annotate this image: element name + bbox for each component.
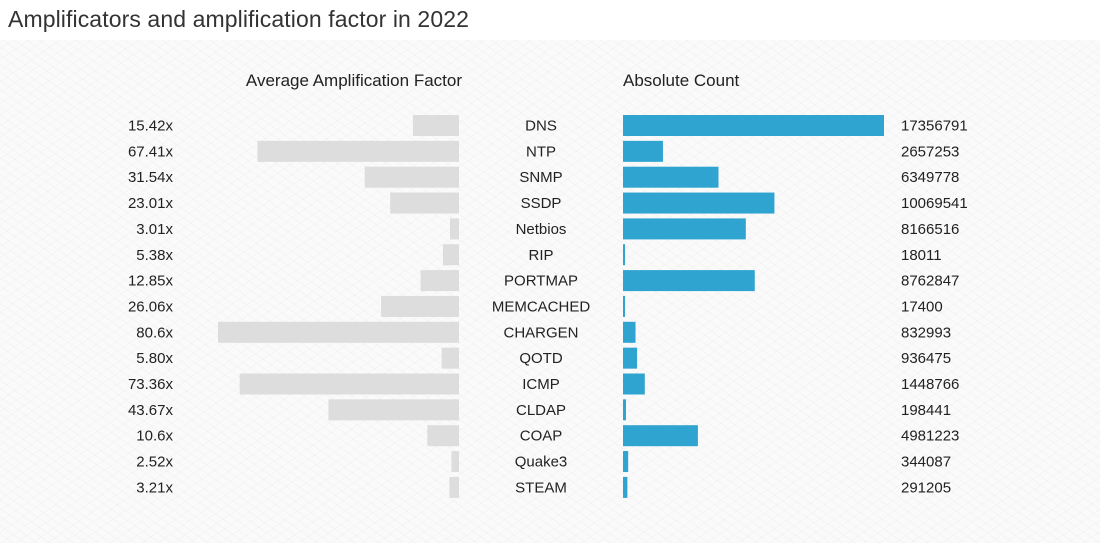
amplification-factor-bar [449,476,459,498]
absolute-count-bar [623,347,638,369]
absolute-count-bar [623,476,628,498]
absolute-count-label: 8166516 [901,221,959,238]
protocol-label: DNS [525,118,557,135]
amplification-factor-label: 2.52x [136,454,173,471]
absolute-count-label: 1448766 [901,376,959,393]
protocol-label: COAP [520,428,563,445]
absolute-count-bar [623,425,698,447]
absolute-count-label: 17356791 [901,118,968,135]
absolute-count-label: 18011 [901,247,942,264]
amplification-factor-bar [451,451,459,473]
protocol-label: Netbios [516,221,567,238]
amplification-factor-label: 23.01x [128,195,174,212]
chart-title: Amplificators and amplification factor i… [8,6,469,32]
absolute-count-bar [623,166,719,188]
protocol-label: SSDP [521,195,562,212]
absolute-count-bar [623,451,629,473]
absolute-count-bar [623,192,775,214]
amplification-factor-label: 5.80x [136,350,173,367]
absolute-count-bar [623,399,626,421]
amplification-factor-bar [390,192,459,214]
amplification-factor-bar [257,140,459,162]
amplification-factor-bar [218,321,459,343]
amplification-factor-bar [427,425,459,447]
absolute-count-label: 10069541 [901,195,968,212]
absolute-count-label: 291205 [901,479,951,496]
protocol-label: STEAM [515,479,567,496]
absolute-count-bar [623,218,746,240]
absolute-count-bar [623,140,663,162]
amplification-factor-label: 3.01x [136,221,173,238]
chart-rows: 15.42x DNS 17356791 67.41x NTP 2657253 31.54x S… [128,115,968,498]
amplification-factor-bar [412,115,459,136]
amplification-factor-label: 80.6x [136,324,173,341]
absolute-count-label: 198441 [901,402,951,419]
protocol-label: RIP [528,247,553,264]
absolute-count-bar [623,295,625,317]
absolute-count-label: 8762847 [901,273,959,290]
protocol-label: SNMP [519,169,562,186]
absolute-count-label: 6349778 [901,169,959,186]
absolute-count-bar [623,115,884,136]
amplification-factor-bar [441,347,459,369]
amplification-factor-bar [364,166,459,188]
absolute-count-label: 2657253 [901,143,959,160]
amplification-factor-label: 5.38x [136,247,173,264]
chart-background [0,40,1100,543]
absolute-count-bar [623,244,625,266]
absolute-count-label: 17400 [901,298,943,315]
amplification-factor-bar [442,244,459,266]
protocol-label: CLDAP [516,402,566,419]
protocol-label: QOTD [519,350,562,367]
amplification-factor-bar [381,295,459,317]
amplification-factor-bar [239,373,459,395]
protocol-label: ICMP [522,376,560,393]
amplification-factor-label: 15.42x [128,118,174,135]
absolute-count-label: 832993 [901,324,951,341]
absolute-count-bar [623,321,636,343]
absolute-count-label: 936475 [901,350,951,367]
header-average-amplification-factor: Average Amplification Factor [246,71,462,90]
amplification-factor-bar [449,218,459,240]
absolute-count-bar [623,270,755,292]
absolute-count-bar [623,373,645,395]
amplification-factor-label: 73.36x [128,376,174,393]
amplification-factor-label: 12.85x [128,273,174,290]
protocol-label: CHARGEN [503,324,578,341]
absolute-count-label: 344087 [901,454,951,471]
amplification-factor-label: 26.06x [128,298,174,315]
protocol-label: Quake3 [515,454,568,471]
amplification-factor-bar [328,399,459,421]
amplification-factor-label: 10.6x [136,428,173,445]
protocol-label: PORTMAP [504,273,578,290]
protocol-label: NTP [526,143,556,160]
amplification-factor-bar [420,270,459,292]
absolute-count-label: 4981223 [901,428,959,445]
protocol-label: MEMCACHED [492,298,591,315]
amplification-factor-label: 67.41x [128,143,174,160]
amplification-factor-label: 31.54x [128,169,174,186]
amplification-factor-label: 43.67x [128,402,174,419]
amplification-factor-label: 3.21x [136,479,173,496]
header-absolute-count: Absolute Count [623,71,740,90]
